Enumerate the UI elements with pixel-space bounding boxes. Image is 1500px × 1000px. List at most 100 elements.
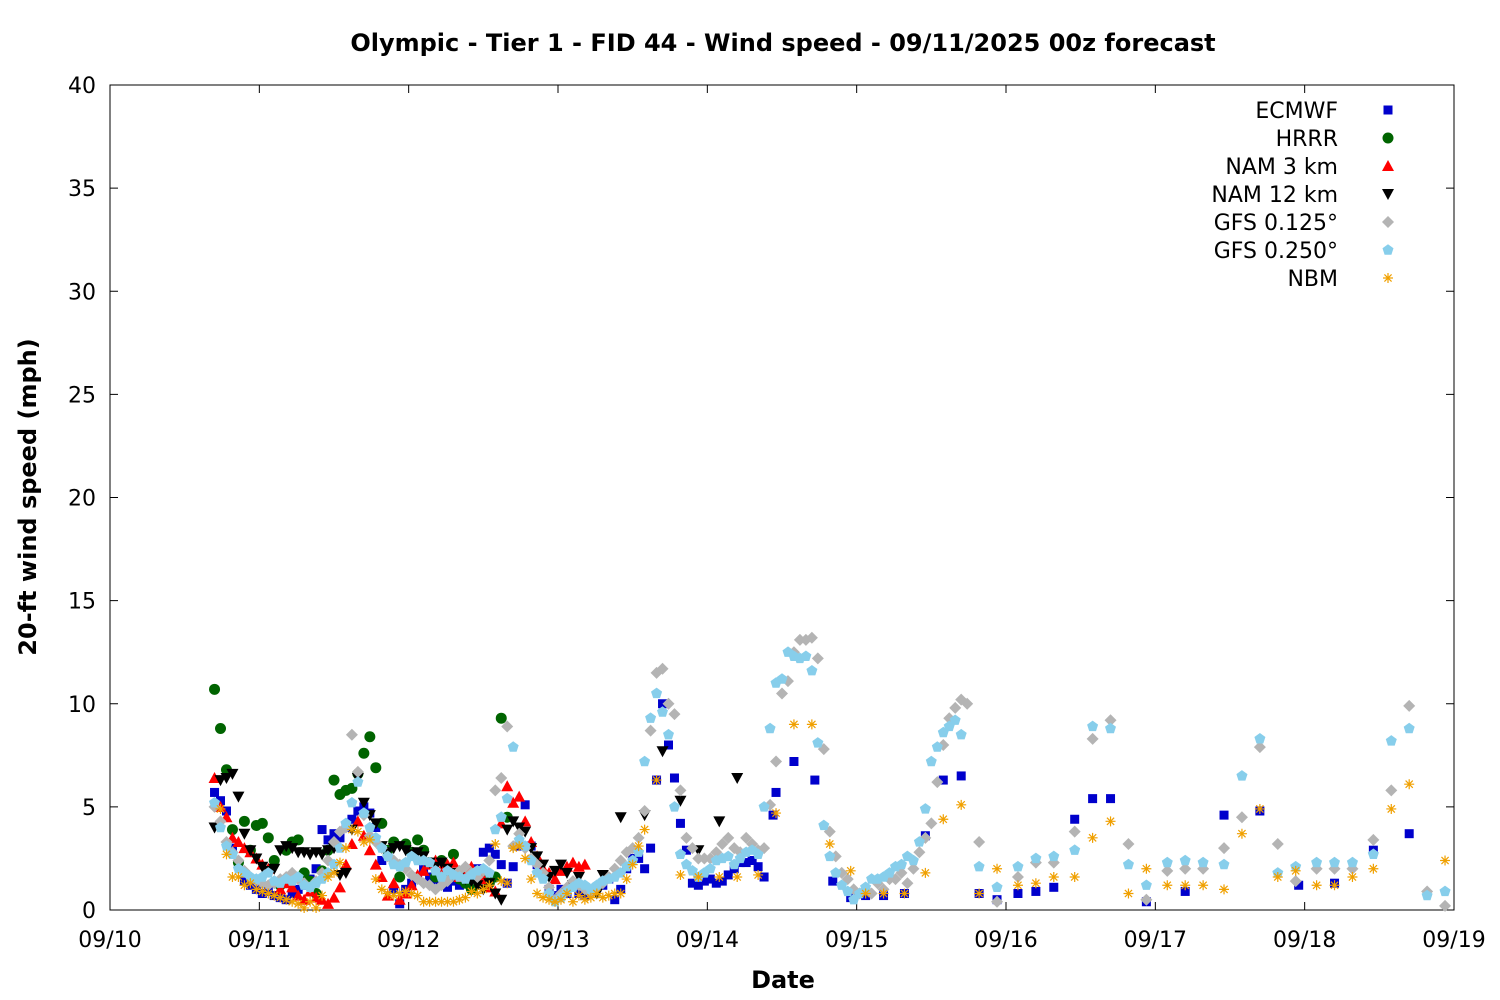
data-point (845, 865, 856, 876)
data-point (610, 895, 620, 905)
plot-frame (109, 84, 1455, 911)
data-point (836, 879, 848, 890)
data-point (789, 757, 799, 766)
data-point (339, 858, 352, 870)
data-point (860, 888, 871, 899)
data-point (209, 797, 220, 808)
data-point (215, 723, 227, 734)
data-point (262, 867, 274, 878)
y-tick-label: 5 (82, 796, 96, 821)
data-point (316, 849, 329, 861)
data-point (1049, 882, 1059, 892)
data-point (1088, 794, 1098, 804)
data-point (1180, 886, 1190, 896)
data-point (992, 863, 1003, 874)
data-point (387, 877, 400, 889)
data-point (351, 815, 364, 827)
data-point (722, 831, 735, 844)
x-tick-label: 09/11 (228, 928, 291, 953)
data-point (1122, 838, 1135, 850)
data-point (723, 870, 733, 880)
data-point (233, 872, 244, 882)
legend-marker (1382, 132, 1394, 144)
data-point (484, 843, 494, 853)
data-point (537, 873, 549, 884)
data-point (215, 821, 226, 833)
data-point (955, 728, 967, 740)
data-point (292, 889, 305, 901)
data-point (961, 697, 974, 710)
data-point (732, 872, 743, 882)
data-point (543, 887, 555, 899)
data-point (651, 687, 663, 699)
data-point (238, 828, 251, 840)
data-point (585, 892, 596, 903)
data-point (956, 771, 966, 781)
data-point (753, 869, 764, 880)
data-point (818, 819, 830, 831)
data-point (828, 876, 838, 886)
data-point (668, 708, 681, 721)
legend-marker (1382, 216, 1394, 228)
data-point (317, 890, 328, 901)
data-point (418, 896, 429, 907)
data-point (973, 835, 986, 848)
data-point (340, 843, 351, 854)
data-point (299, 902, 310, 913)
data-point (287, 889, 297, 898)
data-point (768, 810, 778, 820)
data-point (412, 834, 424, 846)
series-nbm (215, 719, 1451, 913)
legend-label: GFS 0.250° (1214, 239, 1338, 264)
data-point (489, 823, 501, 835)
data-point (417, 864, 430, 876)
data-point (1105, 816, 1116, 827)
data-point (531, 867, 543, 878)
data-point (1311, 856, 1323, 868)
data-point (560, 867, 573, 879)
data-point (232, 835, 245, 847)
data-point (907, 862, 920, 875)
data-point (210, 787, 220, 797)
legend-label: NAM 12 km (1211, 183, 1338, 208)
data-point (478, 847, 488, 857)
data-point (680, 831, 693, 844)
data-point (669, 773, 679, 783)
data-point (369, 858, 382, 870)
data-point (484, 880, 495, 891)
data-point (640, 864, 650, 874)
data-point (759, 872, 769, 882)
data-point (519, 826, 532, 838)
data-point (382, 850, 394, 862)
data-point (549, 865, 562, 877)
data-point (699, 876, 709, 886)
data-point (675, 869, 686, 880)
series-gfs-0-125- (208, 631, 1452, 912)
data-point (705, 874, 715, 884)
data-point (681, 845, 691, 855)
data-point (430, 896, 441, 907)
data-point (758, 801, 770, 812)
data-point (358, 747, 370, 759)
data-point (538, 892, 549, 903)
data-point (502, 878, 513, 889)
data-point (220, 773, 233, 784)
data-point (713, 816, 726, 828)
data-point (471, 880, 484, 892)
data-point (448, 896, 459, 907)
data-point (646, 843, 656, 853)
data-point (1106, 794, 1116, 804)
data-point (1404, 779, 1415, 790)
data-point (430, 865, 442, 876)
data-point (364, 731, 376, 743)
data-point (686, 842, 699, 855)
x-tick-label: 09/18 (1273, 928, 1336, 953)
data-point (501, 792, 513, 804)
data-point (896, 858, 907, 870)
data-point (466, 886, 477, 897)
data-point (811, 652, 824, 665)
data-point (1218, 842, 1231, 855)
data-point (627, 859, 638, 870)
x-tick-label: 09/12 (377, 928, 440, 953)
data-point (776, 673, 788, 684)
